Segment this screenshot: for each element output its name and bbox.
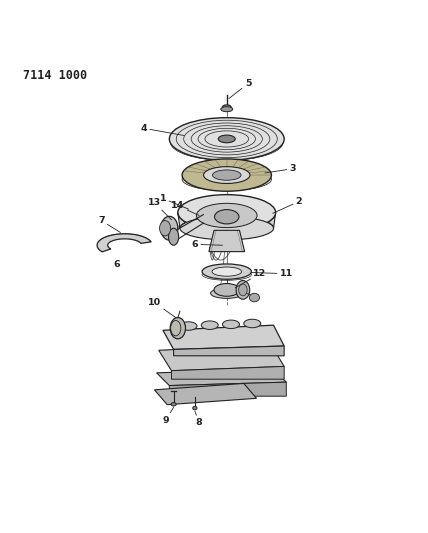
- Ellipse shape: [201, 321, 218, 329]
- Text: 13: 13: [148, 198, 172, 220]
- Text: 7: 7: [98, 216, 120, 232]
- Ellipse shape: [171, 402, 176, 406]
- Polygon shape: [157, 369, 286, 385]
- Ellipse shape: [182, 159, 271, 191]
- Ellipse shape: [160, 221, 171, 236]
- Ellipse shape: [236, 280, 250, 299]
- Ellipse shape: [244, 319, 261, 328]
- Text: 12: 12: [235, 269, 267, 288]
- Text: 2: 2: [273, 197, 302, 213]
- Polygon shape: [155, 383, 256, 405]
- Ellipse shape: [170, 318, 185, 339]
- Ellipse shape: [212, 170, 241, 180]
- Polygon shape: [159, 345, 284, 370]
- Ellipse shape: [196, 203, 257, 228]
- Ellipse shape: [214, 284, 240, 296]
- Ellipse shape: [214, 209, 239, 224]
- Text: 10: 10: [148, 298, 176, 318]
- Text: 6: 6: [192, 240, 223, 249]
- Polygon shape: [174, 346, 284, 356]
- Polygon shape: [178, 213, 276, 230]
- Text: 1: 1: [160, 194, 188, 209]
- Ellipse shape: [193, 406, 197, 410]
- Text: 6: 6: [113, 260, 119, 269]
- Text: 8: 8: [195, 411, 202, 427]
- Text: 7114 1000: 7114 1000: [23, 69, 87, 82]
- Ellipse shape: [202, 264, 251, 279]
- Ellipse shape: [161, 216, 178, 240]
- Ellipse shape: [169, 118, 284, 160]
- Polygon shape: [163, 325, 284, 350]
- Ellipse shape: [239, 284, 247, 296]
- Ellipse shape: [180, 322, 197, 330]
- Polygon shape: [97, 234, 151, 252]
- Ellipse shape: [180, 216, 273, 240]
- Ellipse shape: [204, 167, 250, 183]
- Ellipse shape: [249, 293, 259, 302]
- Ellipse shape: [223, 320, 240, 328]
- Ellipse shape: [169, 228, 179, 245]
- Polygon shape: [209, 230, 245, 252]
- Polygon shape: [169, 382, 286, 396]
- Text: 9: 9: [163, 407, 174, 424]
- Ellipse shape: [221, 107, 233, 112]
- Ellipse shape: [212, 267, 241, 276]
- Text: 11: 11: [251, 269, 293, 278]
- Text: 14: 14: [171, 201, 199, 215]
- Ellipse shape: [218, 135, 235, 143]
- Ellipse shape: [178, 195, 276, 230]
- Ellipse shape: [211, 288, 243, 298]
- Text: 5: 5: [229, 79, 251, 99]
- Ellipse shape: [223, 105, 231, 109]
- Text: 4: 4: [140, 124, 184, 135]
- Polygon shape: [172, 366, 284, 379]
- Text: 3: 3: [265, 164, 296, 173]
